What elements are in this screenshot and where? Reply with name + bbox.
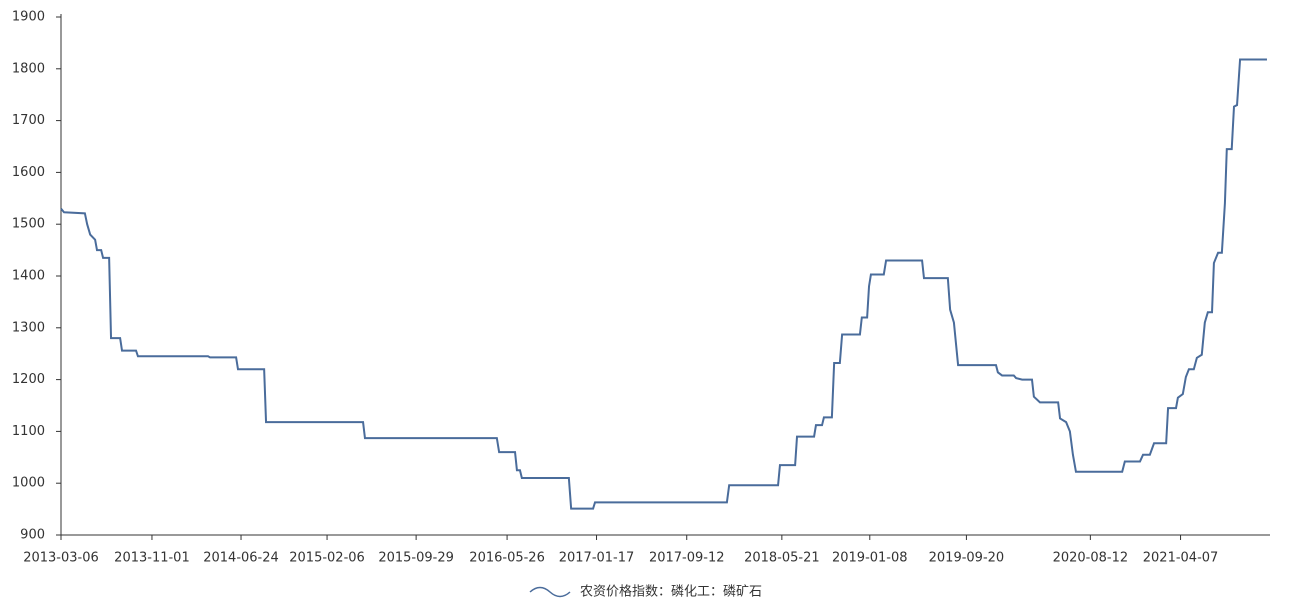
y-tick-label: 1900 — [12, 10, 45, 25]
y-tick-label: 1000 — [12, 476, 45, 491]
y-tick-label: 1300 — [12, 320, 45, 335]
y-tick-label: 1600 — [12, 165, 45, 180]
y-tick-label: 1400 — [12, 269, 45, 284]
y-tick-label: 900 — [20, 528, 45, 543]
x-tick-label: 2015-09-29 — [378, 551, 454, 566]
x-tick-label: 2020-08-12 — [1053, 551, 1129, 566]
legend-label: 农资价格指数：磷化工：磷矿石 — [580, 584, 762, 600]
x-tick-label: 2016-05-26 — [469, 551, 545, 566]
x-tick-label: 2018-05-21 — [744, 551, 820, 566]
legend-icon — [529, 586, 571, 598]
x-tick-label: 2017-09-12 — [649, 551, 725, 566]
x-tick-label: 2019-09-20 — [929, 551, 1005, 566]
y-tick-label: 1500 — [12, 217, 45, 232]
y-tick-label: 1800 — [12, 61, 45, 76]
line-series — [60, 58, 1267, 510]
x-tick-label: 2021-04-07 — [1143, 551, 1219, 566]
x-tick-label: 2019-01-08 — [832, 551, 908, 566]
x-tick-label: 2015-02-06 — [289, 551, 365, 566]
x-tick-label: 2013-03-06 — [23, 551, 99, 566]
x-tick-label: 2017-01-17 — [559, 551, 635, 566]
x-tick-label: 2013-11-01 — [114, 551, 190, 566]
x-tick-label: 2014-06-24 — [203, 551, 279, 566]
y-tick-label: 1200 — [12, 372, 45, 387]
y-tick-label: 1100 — [12, 424, 45, 439]
y-tick-label: 1700 — [12, 113, 45, 128]
